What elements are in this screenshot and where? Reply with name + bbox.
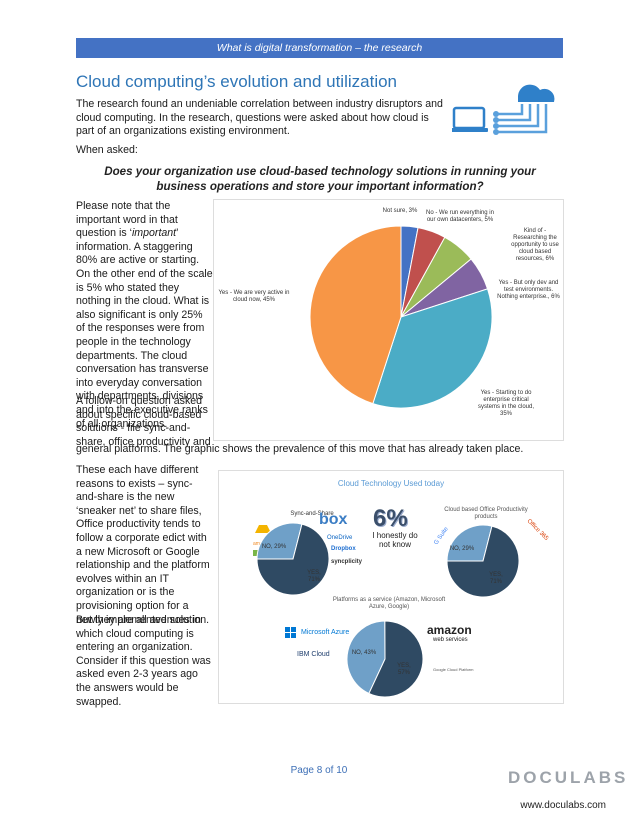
office-slice-0 <box>446 524 493 562</box>
label-not-sure: Not sure, 3% <box>382 208 418 214</box>
syncplicity-logo: syncplicity <box>331 559 363 565</box>
sync-yes-label: YES, 71% <box>307 570 321 583</box>
label-yes-very-active: Yes - We are very active in cloud now, 4… <box>218 290 290 303</box>
survey-question: Does your organization use cloud-based t… <box>104 165 536 193</box>
paragraph-follow-on: A follow-on question asked about specifi… <box>76 395 211 448</box>
unknown-percentage: 6% <box>373 505 408 532</box>
paragraph-avenues: But they are all avenues in which cloud … <box>76 614 211 708</box>
intro-paragraph: The research found an undeniable correla… <box>76 98 443 138</box>
section-title: Cloud computing’s evolution and utilizat… <box>76 72 397 91</box>
aws-logo: web services <box>433 637 468 643</box>
azure-logo: Microsoft Azure <box>301 629 350 636</box>
sync-no-label: NO, 29% <box>261 544 287 550</box>
platform-service-pie <box>346 620 424 698</box>
cloud-usage-pie-chart: Not sure, 3% No - We run everything in o… <box>213 199 564 441</box>
when-asked: When asked: <box>76 144 138 156</box>
dropbox-logo: Dropbox <box>331 546 356 552</box>
paragraph-important: Please note that the important word in t… <box>76 200 213 430</box>
platform-slice-0 <box>346 620 386 695</box>
office365-logo: Office 365 <box>525 518 550 542</box>
page-number: Page 8 of 10 <box>290 765 348 776</box>
platform-title: Platforms as a service (Amazon, Microsof… <box>332 597 446 610</box>
cloud-technology-infographic: Cloud Technology Used today Sync-and-Sha… <box>218 470 564 704</box>
cloud-usage-pie <box>309 225 493 409</box>
box-logo: box <box>319 511 348 528</box>
unknown-caption: I honestly do not know <box>372 531 418 549</box>
sync-title: Sync-and-Share <box>290 511 334 517</box>
label-kind-of: Kind of - Researching the opportunity to… <box>511 228 559 262</box>
cloud-usage-slice-5 <box>309 225 402 405</box>
sync-slice-0 <box>256 522 303 560</box>
platform-no-label: NO, 43% <box>351 650 377 656</box>
azure-icon <box>285 627 296 638</box>
cloud-network-icon <box>452 84 555 135</box>
sync-share-pie <box>256 522 330 596</box>
label-no-datacenters: No - We run everything in our own datace… <box>426 210 494 223</box>
office-yes-label: YES, 71% <box>489 572 503 585</box>
sync-slice-1 <box>256 523 330 596</box>
paragraph-reasons: These each have different reasons to exi… <box>76 464 210 626</box>
office-title: Cloud based Office Productivity products <box>444 507 528 520</box>
google-cloud-logo: Google Cloud Platform <box>433 667 474 672</box>
platform-yes-label: YES, 57% <box>397 663 411 676</box>
website-url: www.doculabs.com <box>520 800 606 811</box>
amazon-logo: amazon <box>427 623 472 637</box>
office-no-label: NO, 29% <box>449 546 475 552</box>
office-slice-1 <box>446 525 520 598</box>
onedrive-logo: OneDrive <box>327 535 353 541</box>
header-bar: What is digital transformation – the res… <box>76 38 563 58</box>
cloud-usage-slice-4 <box>372 288 493 409</box>
paragraph-general-platforms: general platforms. The graphic shows the… <box>76 443 524 455</box>
ibm-cloud-logo: IBM Cloud <box>297 651 330 658</box>
office-productivity-pie <box>446 524 520 598</box>
infographic-title: Cloud Technology Used today <box>337 479 445 488</box>
label-yes-starting: Yes - Starting to do enterprise critical… <box>477 390 535 417</box>
platform-slice-1 <box>368 620 424 698</box>
label-yes-dev-test: Yes - But only dev and test environments… <box>497 280 560 300</box>
doculabs-logo: DOCULABS <box>508 768 629 787</box>
